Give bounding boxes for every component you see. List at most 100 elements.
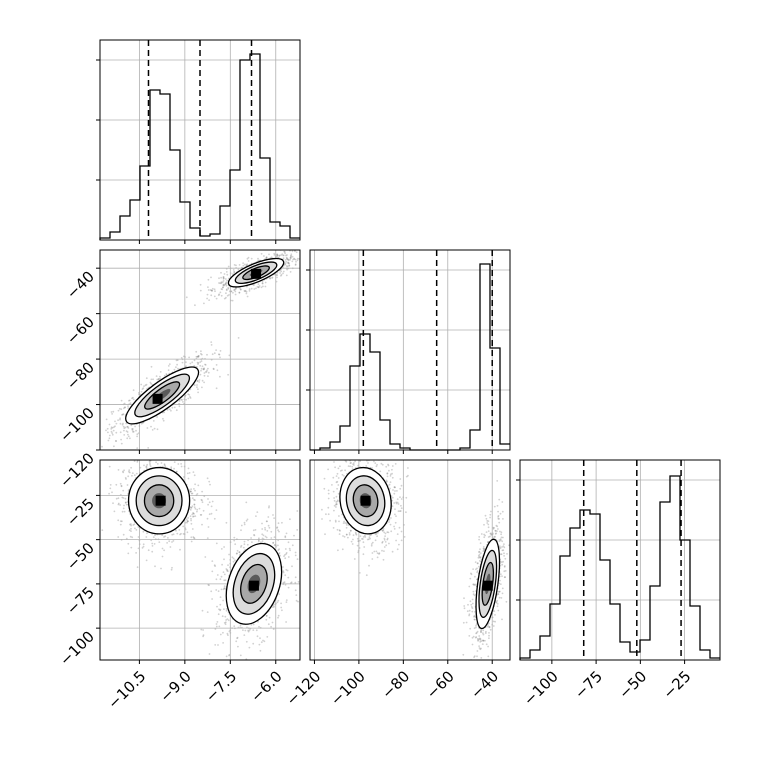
sample-point (477, 556, 480, 559)
sample-point (135, 429, 137, 432)
sample-point (208, 584, 210, 587)
sample-point (479, 557, 481, 559)
sample-point (280, 602, 282, 605)
sample-point (227, 619, 230, 622)
sample-point (186, 520, 189, 522)
sample-point (233, 271, 236, 274)
sample-point (185, 398, 188, 401)
sample-point (196, 386, 198, 389)
sample-point (163, 536, 165, 538)
sample-point (359, 535, 362, 537)
sample-point (111, 432, 114, 434)
sample-point (223, 283, 226, 286)
sample-point (265, 614, 268, 617)
sample-point (222, 276, 225, 278)
sample-point (153, 427, 156, 430)
sample-point (276, 247, 278, 249)
sample-point (147, 452, 149, 454)
sample-point (220, 288, 223, 290)
sample-point (137, 536, 140, 538)
sample-point (127, 399, 130, 402)
sample-point (367, 454, 369, 456)
sample-point (285, 254, 287, 257)
sample-point (258, 537, 260, 540)
sample-point (238, 551, 241, 554)
sample-point (233, 536, 236, 539)
sample-point (360, 455, 362, 457)
sample-point (495, 524, 498, 527)
sample-point (197, 388, 199, 391)
sample-point (199, 283, 202, 286)
sample-point (497, 514, 500, 517)
sample-point (270, 625, 272, 628)
sample-point (215, 297, 218, 300)
sample-point (276, 274, 278, 276)
sample-point (193, 513, 195, 515)
sample-point (276, 253, 279, 256)
sample-point (118, 407, 121, 410)
sample-point (291, 544, 294, 547)
sample-point (263, 255, 265, 257)
sample-point (370, 544, 373, 547)
sample-point (289, 257, 292, 260)
sample-point (494, 533, 497, 535)
sample-point (237, 268, 240, 271)
sample-point (281, 253, 284, 256)
sample-point (232, 269, 235, 271)
sample-point (258, 643, 261, 646)
sample-point (238, 287, 241, 289)
sample-point (499, 573, 502, 576)
sample-point (191, 492, 194, 495)
sample-point (139, 393, 142, 396)
sample-point (123, 427, 126, 430)
sample-point (128, 469, 131, 472)
sample-point (381, 549, 383, 552)
sample-point (203, 302, 205, 305)
sample-point (228, 354, 231, 357)
sample-point (284, 583, 287, 586)
sample-point (170, 467, 173, 470)
sample-point (180, 532, 182, 535)
sample-point (233, 264, 236, 266)
sample-point (147, 549, 150, 552)
sample-point (161, 555, 164, 558)
sample-point (122, 413, 125, 415)
sample-point (384, 541, 387, 543)
sample-point (284, 262, 287, 265)
sample-point (257, 283, 260, 285)
sample-point (211, 287, 214, 290)
sample-point (210, 294, 213, 297)
sample-point (388, 542, 390, 545)
sample-point (130, 466, 133, 469)
sample-point (472, 590, 475, 593)
sample-point (289, 518, 291, 521)
sample-point (270, 256, 273, 259)
sample-point (194, 515, 197, 517)
sample-point (186, 472, 189, 475)
sample-point (474, 561, 477, 563)
sample-point (233, 539, 236, 542)
sample-point (193, 503, 196, 506)
sample-point (388, 483, 391, 486)
sample-point (201, 523, 203, 526)
sample-point (335, 506, 337, 508)
sample-point (145, 536, 148, 538)
sample-point (225, 284, 228, 287)
sample-point (255, 287, 257, 290)
sample-point (206, 537, 209, 539)
sample-point (245, 519, 248, 522)
sample-point (226, 569, 229, 572)
sample-point (233, 625, 236, 628)
sample-point (285, 260, 288, 263)
sample-point (478, 647, 481, 649)
sample-point (127, 427, 130, 429)
sample-point (246, 263, 249, 266)
sample-point (152, 420, 155, 422)
sample-point (225, 292, 227, 295)
sample-point (214, 628, 217, 630)
sample-point (405, 511, 407, 514)
sample-point (195, 355, 198, 358)
sample-point (471, 602, 474, 605)
sample-point (391, 496, 394, 499)
sample-point (245, 290, 248, 293)
